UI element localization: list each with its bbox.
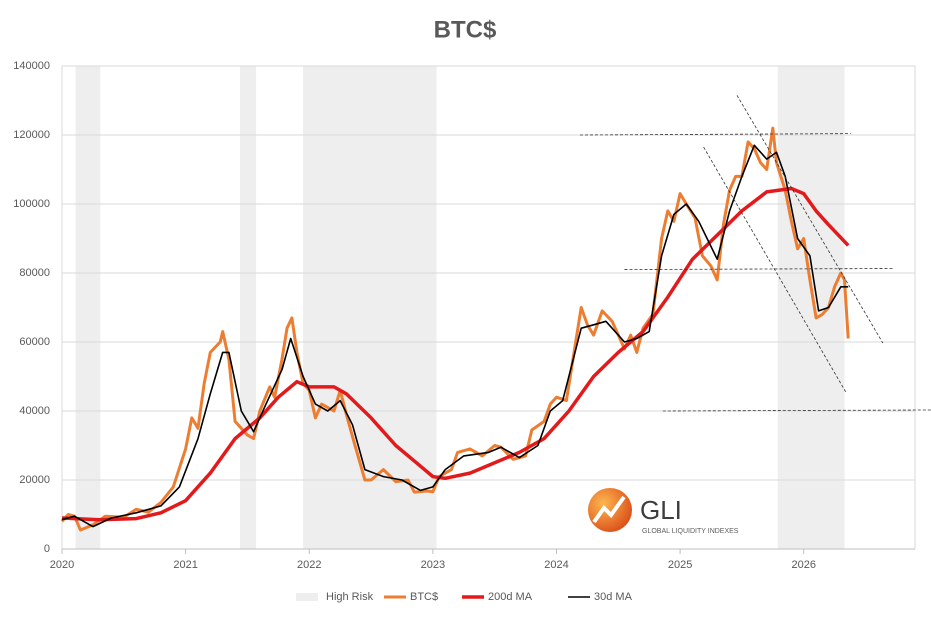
y-tick-label: 20000 [19, 474, 50, 486]
series-line [61, 144, 849, 528]
x-tick-label: 2020 [50, 559, 74, 571]
y-tick-label: 80000 [19, 267, 50, 279]
watermark-subtitle: GLOBAL LIQUIDITY INDEXES [642, 528, 739, 535]
axes: 0 20000 40000 60000 80000 100000 120000 140000 2… [13, 60, 915, 571]
watermark: GLI GLOBAL LIQUIDITY INDEXES [588, 488, 739, 535]
series-line [61, 186, 850, 522]
series-line [60, 126, 850, 532]
legend: High Risk BTC$ 200d MA 30d MA [296, 591, 633, 603]
logo [588, 488, 632, 532]
watermark-title: GLI [640, 495, 682, 525]
y-tick-label: 120000 [13, 129, 50, 141]
trendlines [579, 95, 931, 412]
x-tick-label: 2022 [297, 559, 321, 571]
x-tick-label: 2024 [544, 559, 568, 571]
legend-swatch [296, 593, 318, 601]
trendline [736, 95, 884, 344]
legend-label: 200d MA [488, 591, 533, 603]
high-risk-band [240, 66, 257, 549]
chart-title: BTC$ [434, 16, 497, 43]
trendline [703, 146, 847, 393]
logo-arrow [592, 495, 626, 524]
high-risk-band [75, 66, 101, 549]
y-tick-label: 40000 [19, 405, 50, 417]
x-tick-label: 2025 [668, 559, 692, 571]
y-tick-label: 0 [44, 543, 50, 555]
x-tick-label: 2026 [791, 559, 815, 571]
x-tick-label: 2023 [421, 559, 445, 571]
high-risk-band [303, 66, 437, 549]
trendline [624, 268, 893, 270]
trendline [579, 133, 851, 136]
high-risk-band [777, 66, 845, 549]
x-tick-label: 2021 [173, 559, 197, 571]
y-tick-label: 60000 [19, 336, 50, 348]
legend-label: 30d MA [594, 591, 633, 603]
legend-label: BTC$ [410, 591, 438, 603]
y-tick-label: 140000 [13, 60, 50, 72]
legend-label: High Risk [326, 591, 374, 603]
series [60, 126, 850, 532]
y-tick-label: 100000 [13, 198, 50, 210]
